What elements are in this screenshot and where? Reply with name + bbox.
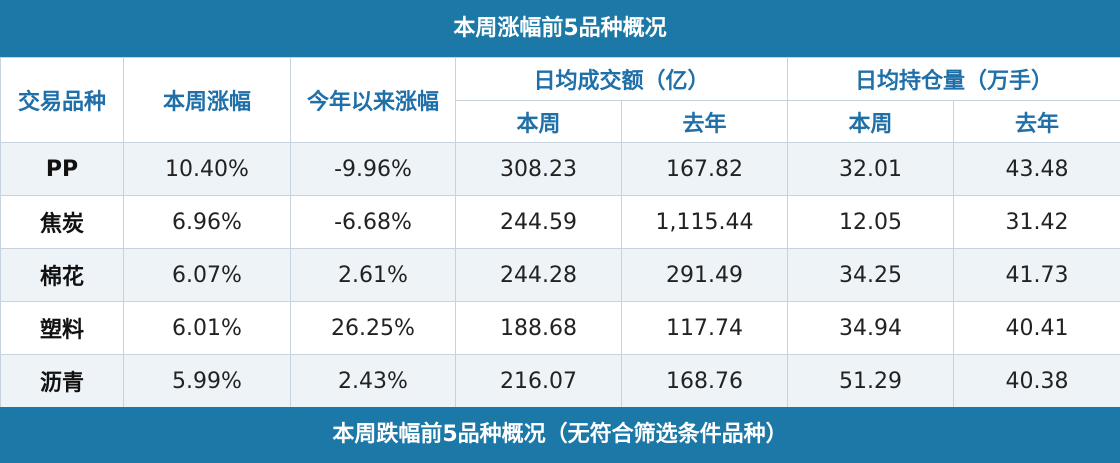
header-cell: 本周 [455, 100, 622, 143]
table-cell: 167.82 [620, 142, 789, 196]
table-cell: 308.23 [455, 142, 622, 196]
table-cell: 34.25 [787, 248, 955, 302]
footer-bar: 本周跌幅前5品种概况（无符合筛选条件品种） [0, 407, 1120, 463]
table-cell: 188.68 [455, 301, 622, 355]
table-cell: -6.68% [290, 195, 456, 249]
table-cell: 291.49 [620, 248, 789, 302]
table-cell: 5.99% [123, 354, 291, 408]
header-cell: 去年 [620, 100, 789, 143]
table-cell: 6.07% [123, 248, 291, 302]
table-cell: 2.61% [290, 248, 456, 302]
table-cell: 244.28 [455, 248, 622, 302]
table-cell: 43.48 [953, 142, 1120, 196]
table-row: 沥青 5.99% 2.43% 216.07 168.76 51.29 40.38 [0, 354, 1120, 408]
table-cell: 26.25% [290, 301, 456, 355]
table-cell: 40.41 [953, 301, 1120, 355]
table-row: 棉花 6.07% 2.61% 244.28 291.49 34.25 41.73 [0, 248, 1120, 302]
row-label: PP [0, 142, 124, 196]
table-cell: 168.76 [620, 354, 789, 408]
table-cell: 12.05 [787, 195, 955, 249]
header-cell: 本周涨幅 [123, 57, 291, 143]
table-cell: 41.73 [953, 248, 1120, 302]
header-cell: 去年 [953, 100, 1120, 143]
table-cell: 244.59 [455, 195, 622, 249]
table-cell: 117.74 [620, 301, 789, 355]
table-cell: 40.38 [953, 354, 1120, 408]
header-cell: 交易品种 [0, 57, 124, 143]
table-cell: 1,115.44 [620, 195, 789, 249]
table-cell: 216.07 [455, 354, 622, 408]
header-cell: 本周 [787, 100, 955, 143]
table-body: PP 10.40% -9.96% 308.23 167.82 32.01 43.48 焦炭 6.… [0, 142, 1120, 408]
table-row: PP 10.40% -9.96% 308.23 167.82 32.01 43.48 [0, 142, 1120, 196]
row-label: 焦炭 [0, 195, 124, 249]
table-cell: 34.94 [787, 301, 955, 355]
table-cell: 10.40% [123, 142, 291, 196]
table-cell: -9.96% [290, 142, 456, 196]
header-group: 日均持仓量（万手） [787, 57, 1120, 101]
header-cell: 今年以来涨幅 [290, 57, 456, 143]
table-cell: 51.29 [787, 354, 955, 408]
header-group: 日均成交额（亿） [454, 57, 789, 101]
table-row: 焦炭 6.96% -6.68% 244.59 1,115.44 12.05 31.42 [0, 195, 1120, 249]
title-bar: 本周涨幅前5品种概况 [0, 0, 1120, 57]
row-label: 塑料 [0, 301, 124, 355]
table: 交易品种 本周涨幅 今年以来涨幅 日均成交额（亿） 日均持仓量（万手） 本周 去… [0, 57, 1120, 408]
table-cell: 6.01% [123, 301, 291, 355]
row-label: 沥青 [0, 354, 124, 408]
table-cell: 6.96% [123, 195, 291, 249]
table-cell: 2.43% [290, 354, 456, 408]
table-row: 塑料 6.01% 26.25% 188.68 117.74 34.94 40.41 [0, 301, 1120, 355]
table-cell: 32.01 [787, 142, 955, 196]
row-label: 棉花 [0, 248, 124, 302]
table-cell: 31.42 [953, 195, 1120, 249]
